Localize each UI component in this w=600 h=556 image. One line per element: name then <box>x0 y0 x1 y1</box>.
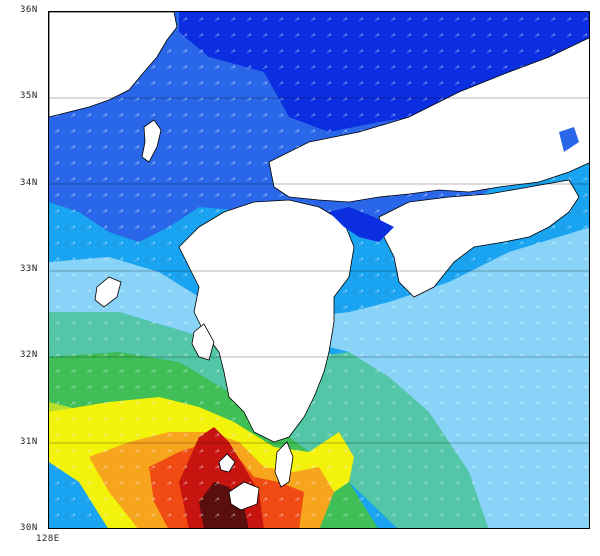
amakusa-islands <box>191 323 215 361</box>
lat-label-34n: 34N <box>20 177 38 188</box>
wave-map[interactable] <box>49 12 590 529</box>
osaka-bay-patch <box>559 127 579 152</box>
goto-islands <box>94 276 122 308</box>
lat-label-36n: 36N <box>20 5 38 15</box>
honshu-land <box>268 37 589 203</box>
map-frame[interactable] <box>48 11 590 529</box>
yakushima-island <box>228 481 260 511</box>
lat-label-33n: 33N <box>20 264 38 274</box>
lat-label-35n: 35N <box>20 91 38 102</box>
tanegashima-island <box>274 441 294 488</box>
kuchinoerabu-island <box>218 453 236 473</box>
shikoku-land <box>378 179 580 298</box>
korea-land <box>49 12 178 118</box>
lat-label-31n: 31N <box>20 436 38 447</box>
lat-label-32n: 32N <box>20 350 38 361</box>
lat-gridlines <box>49 97 589 444</box>
tsushima-island <box>141 119 162 163</box>
lon-label-128e: 128E <box>36 534 60 544</box>
inland-sea-patch <box>329 207 394 242</box>
lat-label-30n: 30N <box>20 523 38 533</box>
